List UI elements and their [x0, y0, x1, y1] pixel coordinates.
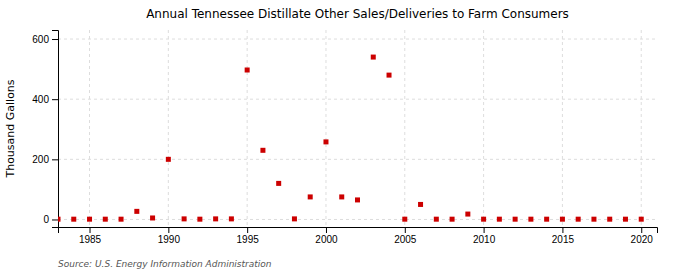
- tick: 2000: [315, 227, 338, 245]
- tick-mark: [168, 227, 169, 233]
- point: [87, 217, 92, 222]
- point: [134, 209, 139, 214]
- tick-mark: [52, 159, 58, 160]
- point: [166, 157, 171, 162]
- point: [260, 148, 265, 153]
- tick-mark: [52, 99, 58, 100]
- tick-label: 2010: [473, 234, 496, 245]
- grid-line-x: [404, 30, 405, 227]
- tick-mark: [641, 227, 642, 233]
- tick-mark: [484, 227, 485, 233]
- tick: 2010: [473, 227, 496, 245]
- tick: 1990: [158, 227, 181, 245]
- tick-label: 2020: [631, 234, 654, 245]
- tick-label: 0: [43, 214, 49, 225]
- grid-line-y: [58, 219, 657, 220]
- tick: 1985: [79, 227, 102, 245]
- tick-label: 2000: [315, 234, 338, 245]
- point: [308, 194, 313, 199]
- grid-line-x: [89, 30, 90, 227]
- point: [213, 216, 218, 221]
- tick-label: 200: [32, 154, 49, 165]
- point: [323, 139, 328, 144]
- tick-mark: [90, 227, 91, 233]
- title: Annual Tennessee Distillate Other Sales/…: [146, 7, 569, 21]
- point: [387, 73, 392, 78]
- grid-line-x: [325, 30, 326, 227]
- point: [450, 217, 455, 222]
- axis-line: [59, 228, 658, 234]
- tick-label: 600: [32, 34, 49, 45]
- grid-line-x: [247, 30, 248, 227]
- tick-label: 2015: [552, 234, 575, 245]
- tick-mark: [52, 39, 58, 40]
- tick: 2015: [552, 227, 575, 245]
- point: [497, 217, 502, 222]
- tick-label: 2005: [394, 234, 417, 245]
- tick: 0: [43, 214, 58, 225]
- point: [607, 217, 612, 222]
- point: [576, 217, 581, 222]
- tick-label: 1985: [79, 234, 102, 245]
- annotation: Source: U.S. Energy Information Administ…: [58, 259, 272, 269]
- grid-line-y: [58, 39, 657, 40]
- tick: 200: [32, 154, 58, 165]
- grid-line-y: [58, 99, 657, 100]
- point: [402, 217, 407, 222]
- point: [71, 217, 76, 222]
- tick-label: 1995: [237, 234, 260, 245]
- plot-area: 1985 1990 1995 2000 2005 2010 2015 2020 0 200 400 6…: [32, 30, 657, 245]
- point: [150, 215, 155, 220]
- point: [182, 216, 187, 221]
- point: [513, 217, 518, 222]
- x-axis: 1985 1990 1995 2000 2005 2010 2015 2020: [59, 227, 658, 245]
- point: [197, 217, 202, 222]
- point: [465, 212, 470, 217]
- point: [119, 217, 124, 222]
- tick-mark: [52, 219, 58, 220]
- point: [292, 216, 297, 221]
- y-axis-label: Thousand Gallons: [4, 79, 17, 178]
- point: [276, 181, 281, 186]
- grid-line-x: [641, 30, 642, 227]
- points: [58, 55, 644, 222]
- point: [434, 217, 439, 222]
- point: [245, 68, 250, 73]
- grid-line-y: [58, 159, 657, 160]
- point: [591, 217, 596, 222]
- point: [481, 217, 486, 222]
- point: [623, 217, 628, 222]
- grid: [58, 30, 657, 227]
- grid-line-x: [483, 30, 484, 227]
- tick-label: 400: [32, 94, 49, 105]
- point: [371, 55, 376, 60]
- point: [339, 194, 344, 199]
- tick: 400: [32, 94, 58, 105]
- point: [639, 217, 644, 222]
- tick-mark: [405, 227, 406, 233]
- tick-label: 1990: [158, 234, 181, 245]
- point: [418, 202, 423, 207]
- point: [560, 217, 565, 222]
- point: [355, 197, 360, 202]
- tick-mark: [326, 227, 327, 233]
- grid-line-x: [562, 30, 563, 227]
- axis-line: [52, 31, 59, 228]
- tick: 1995: [237, 227, 260, 245]
- tick-mark: [562, 227, 563, 233]
- tick: 2005: [394, 227, 417, 245]
- point: [528, 217, 533, 222]
- chart: 1985 1990 1995 2000 2005 2010 2015 2020 0 200 400 6…: [0, 0, 675, 275]
- point: [544, 217, 549, 222]
- tick-mark: [247, 227, 248, 233]
- y-axis: 0 200 400 600: [32, 31, 58, 228]
- point: [229, 216, 234, 221]
- tick: 2020: [631, 227, 654, 245]
- point: [103, 217, 108, 222]
- grid-line-x: [168, 30, 169, 227]
- tick: 600: [32, 34, 58, 45]
- point: [58, 217, 61, 222]
